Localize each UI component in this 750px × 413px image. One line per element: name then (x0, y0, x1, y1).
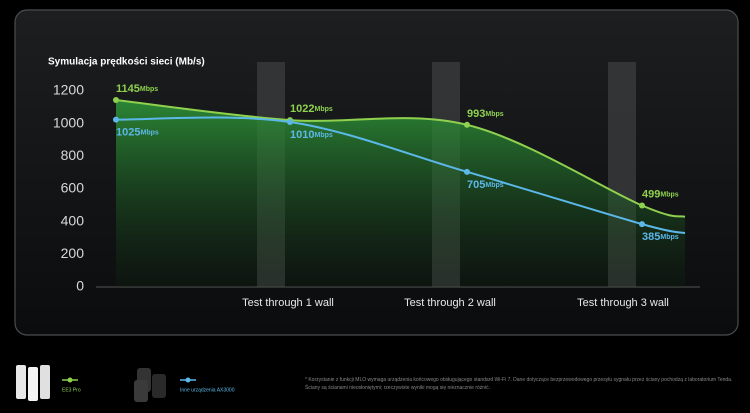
data-label-value: 1010 (290, 129, 314, 141)
data-label-value: 385 (642, 231, 660, 243)
y-tick-label: 400 (61, 212, 85, 228)
data-label-unit: Mbps (314, 132, 332, 139)
legend-label: Inne urządzenia AX3000 (180, 387, 235, 393)
y-tick-label: 600 (61, 180, 85, 196)
y-tick-label: 1000 (53, 114, 84, 130)
y-tick-label: 1200 (53, 82, 84, 98)
data-label-value: 705 (467, 179, 485, 191)
data-label-value: 499 (642, 188, 660, 200)
data-label: 1145Mbps (116, 83, 158, 95)
data-label-value: 993 (467, 108, 485, 120)
data-point (287, 119, 293, 126)
x-tick-label: Test through 1 wall (242, 297, 334, 309)
data-label-unit: Mbps (140, 129, 158, 136)
router-icon (152, 374, 166, 398)
data-label-value: 1025 (116, 126, 140, 138)
footnote: * Korzystanie z funkcji MLO wymaga urząd… (305, 377, 733, 391)
data-point (464, 168, 470, 175)
area (116, 99, 685, 287)
data-point (639, 221, 645, 228)
data-label-value: 1145 (116, 83, 140, 95)
data-label-unit: Mbps (660, 191, 678, 198)
y-tick-label: 800 (61, 147, 85, 163)
legend-label: EE3 Pro (62, 387, 81, 393)
data-label: 385Mbps (642, 231, 679, 243)
router-icon (28, 367, 38, 401)
x-tick-label: Test through 2 wall (404, 297, 496, 309)
data-label: 705Mbps (467, 179, 504, 191)
data-label-unit: Mbps (485, 182, 503, 189)
y-tick-label: 0 (76, 278, 84, 294)
data-label-unit: Mbps (140, 86, 158, 93)
data-label: 1022Mbps (290, 103, 333, 115)
data-point (639, 202, 645, 209)
data-point (113, 116, 119, 123)
router-icon (16, 365, 26, 399)
router-icon (40, 365, 50, 399)
legend-swatch-dot (185, 377, 191, 383)
data-label-unit: Mbps (314, 106, 332, 113)
data-label: 1025Mbps (116, 126, 159, 138)
router-icon (134, 380, 148, 402)
data-label: 499Mbps (642, 188, 679, 200)
data-label-unit: Mbps (660, 234, 678, 241)
data-label-value: 1022 (290, 103, 314, 115)
data-point (113, 96, 119, 103)
data-label-unit: Mbps (485, 111, 503, 118)
data-label: 1010Mbps (290, 129, 333, 141)
chart-title: Symulacja prędkości sieci (Mb/s) (48, 57, 205, 68)
data-point (464, 121, 470, 128)
legend-swatch-dot (67, 377, 73, 383)
data-label: 993Mbps (467, 108, 504, 120)
y-tick-label: 200 (61, 245, 85, 261)
legend (16, 365, 166, 402)
x-tick-label: Test through 3 wall (577, 297, 669, 309)
